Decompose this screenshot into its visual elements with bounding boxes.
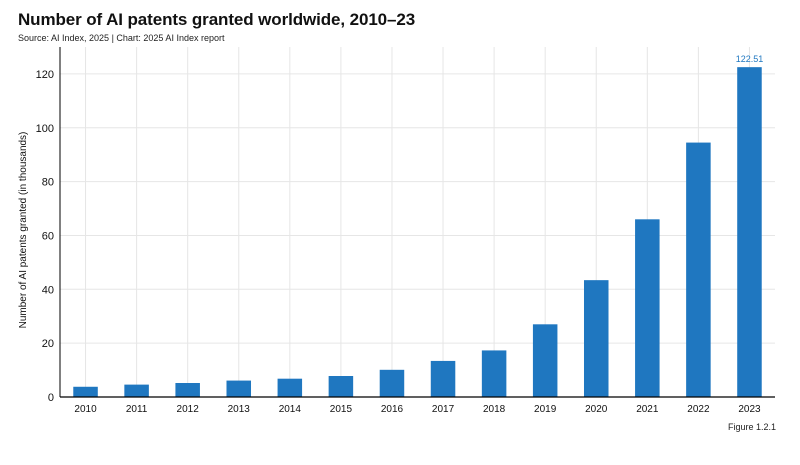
axes: 0 20 40 60 80 100 120 2010 2011 2012 2013 2014 2015 2… — [36, 47, 775, 415]
bar — [481, 350, 507, 397]
x-tick-label: 2023 — [738, 404, 761, 415]
x-tick-label: 2021 — [636, 404, 659, 415]
y-tick-label: 0 — [48, 392, 54, 404]
bar — [686, 142, 711, 397]
bar — [532, 324, 558, 397]
bar — [175, 383, 200, 397]
x-tick-label: 2011 — [126, 404, 148, 415]
bar — [328, 376, 354, 397]
bar — [277, 378, 303, 397]
bars — [73, 67, 762, 398]
bar — [430, 360, 456, 397]
bar — [583, 280, 609, 397]
figure-label: Figure 1.2.1 — [727, 422, 776, 432]
chart-title: Number of AI patents granted worldwide, … — [18, 10, 416, 29]
y-tick-label: 40 — [42, 284, 54, 296]
y-tick-label: 20 — [42, 338, 54, 350]
bar — [124, 384, 149, 397]
y-tick-label: 120 — [36, 69, 54, 81]
source-caption: Source: AI Index, 2025 | Chart: 2025 AI … — [18, 33, 225, 43]
data-label: 122.51 — [736, 54, 764, 64]
x-tick-label: 2012 — [177, 404, 200, 415]
x-tick-label: 2014 — [279, 404, 302, 415]
x-tick-label: 2013 — [228, 404, 251, 415]
x-tick-label: 2020 — [585, 404, 608, 415]
x-tick-label: 2017 — [432, 404, 455, 415]
y-axis-label: Number of AI patents granted (in thousan… — [18, 132, 29, 329]
y-tick-label: 100 — [36, 123, 54, 135]
x-tick-label: 2018 — [483, 404, 506, 415]
x-tick-label: 2016 — [381, 404, 404, 415]
y-tick-label: 60 — [42, 230, 54, 242]
y-tick-label: 80 — [42, 177, 54, 189]
bar — [737, 67, 762, 398]
x-tick-label: 2015 — [330, 404, 353, 415]
bar — [73, 386, 98, 397]
bar — [226, 380, 252, 397]
x-tick-label: 2022 — [687, 404, 710, 415]
x-tick-label: 2019 — [534, 404, 557, 415]
bar — [635, 219, 660, 397]
gridlines — [60, 47, 775, 397]
x-tick-label: 2010 — [74, 404, 97, 415]
bar — [379, 369, 405, 397]
